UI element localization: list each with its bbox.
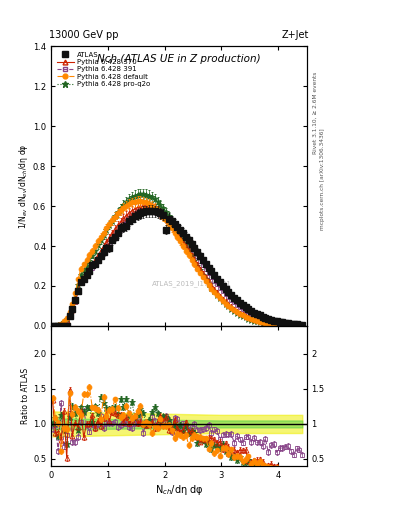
Legend: ATLAS, Pythia 6.428 370, Pythia 6.428 391, Pythia 6.428 default, Pythia 6.428 pr: ATLAS, Pythia 6.428 370, Pythia 6.428 39… bbox=[55, 50, 152, 89]
Y-axis label: 1/N$_{ev}$ dN$_{ev}$/dN$_{ch}$/dη dφ: 1/N$_{ev}$ dN$_{ev}$/dN$_{ch}$/dη dφ bbox=[17, 143, 30, 229]
Text: Nch (ATLAS UE in Z production): Nch (ATLAS UE in Z production) bbox=[97, 54, 261, 65]
Text: ATLAS_2019_I1736531: ATLAS_2019_I1736531 bbox=[152, 281, 231, 287]
Text: 13000 GeV pp: 13000 GeV pp bbox=[49, 31, 118, 40]
Text: Z+Jet: Z+Jet bbox=[282, 31, 309, 40]
Text: Rivet 3.1.10, ≥ 2.6M events: Rivet 3.1.10, ≥ 2.6M events bbox=[312, 72, 318, 154]
Y-axis label: Ratio to ATLAS: Ratio to ATLAS bbox=[21, 368, 30, 424]
X-axis label: N$_{ch}$/dη dφ: N$_{ch}$/dη dφ bbox=[154, 482, 203, 497]
Text: mcplots.cern.ch [arXiv:1306.3436]: mcplots.cern.ch [arXiv:1306.3436] bbox=[320, 129, 325, 230]
